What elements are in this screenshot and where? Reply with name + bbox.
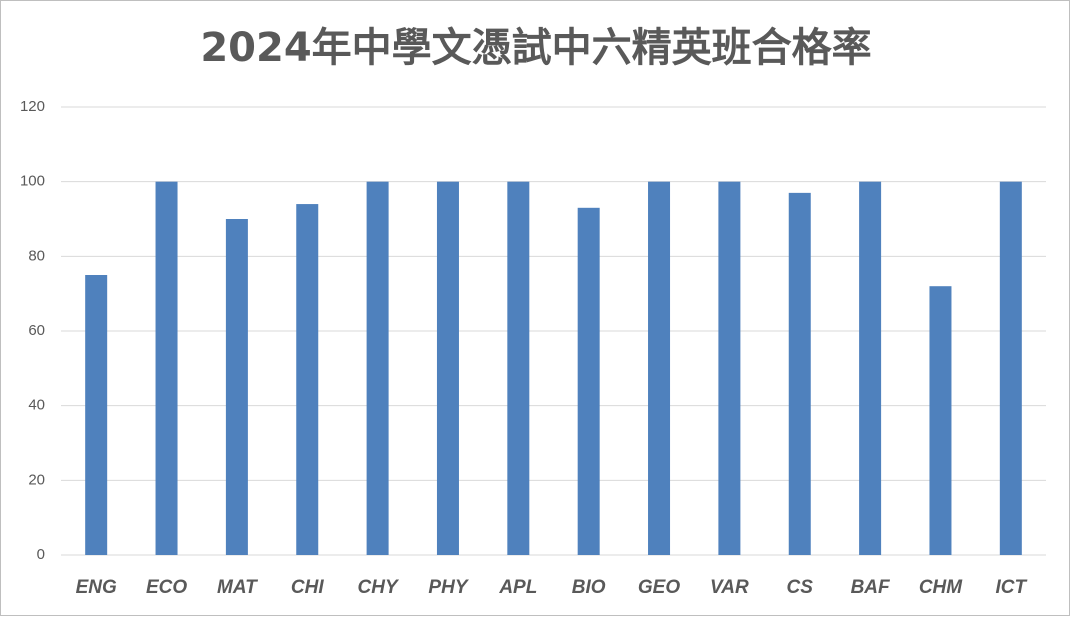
bar [718, 181, 741, 555]
x-tick-label: PHY [428, 577, 469, 598]
bar [436, 181, 459, 555]
bar [788, 192, 811, 555]
x-tick-label: ICT [996, 577, 1028, 598]
bar [85, 275, 108, 555]
bar [859, 181, 882, 555]
x-tick-label: MAT [217, 577, 258, 598]
bar [225, 219, 248, 555]
y-tick-label: 20 [28, 471, 45, 488]
y-tick-label: 60 [28, 322, 45, 339]
y-tick-label: 0 [37, 546, 45, 563]
bar [507, 181, 530, 555]
x-tick-label: VAR [710, 577, 749, 598]
x-tick-label: ECO [146, 577, 187, 598]
bar [999, 181, 1022, 555]
x-tick-label: CS [787, 577, 814, 598]
bar [155, 181, 178, 555]
y-tick-label: 100 [20, 173, 45, 190]
x-tick-label: APL [498, 577, 537, 598]
x-tick-label: BAF [851, 577, 891, 598]
bar [366, 181, 389, 555]
y-tick-label: 120 [20, 98, 45, 115]
x-tick-label: ENG [76, 577, 117, 598]
chart-title: 2024年中學文憑試中六精英班合格率 [200, 25, 871, 71]
x-tick-label: CHI [291, 577, 324, 598]
bar [929, 286, 952, 555]
x-tick-label: GEO [638, 577, 680, 598]
x-tick-label: BIO [572, 577, 606, 598]
y-tick-label: 40 [28, 397, 45, 414]
bar [577, 207, 600, 556]
bar [296, 204, 319, 556]
bar [648, 181, 671, 555]
y-tick-label: 80 [28, 247, 45, 264]
x-tick-label: CHM [919, 577, 963, 598]
x-tick-label: CHY [358, 577, 400, 598]
